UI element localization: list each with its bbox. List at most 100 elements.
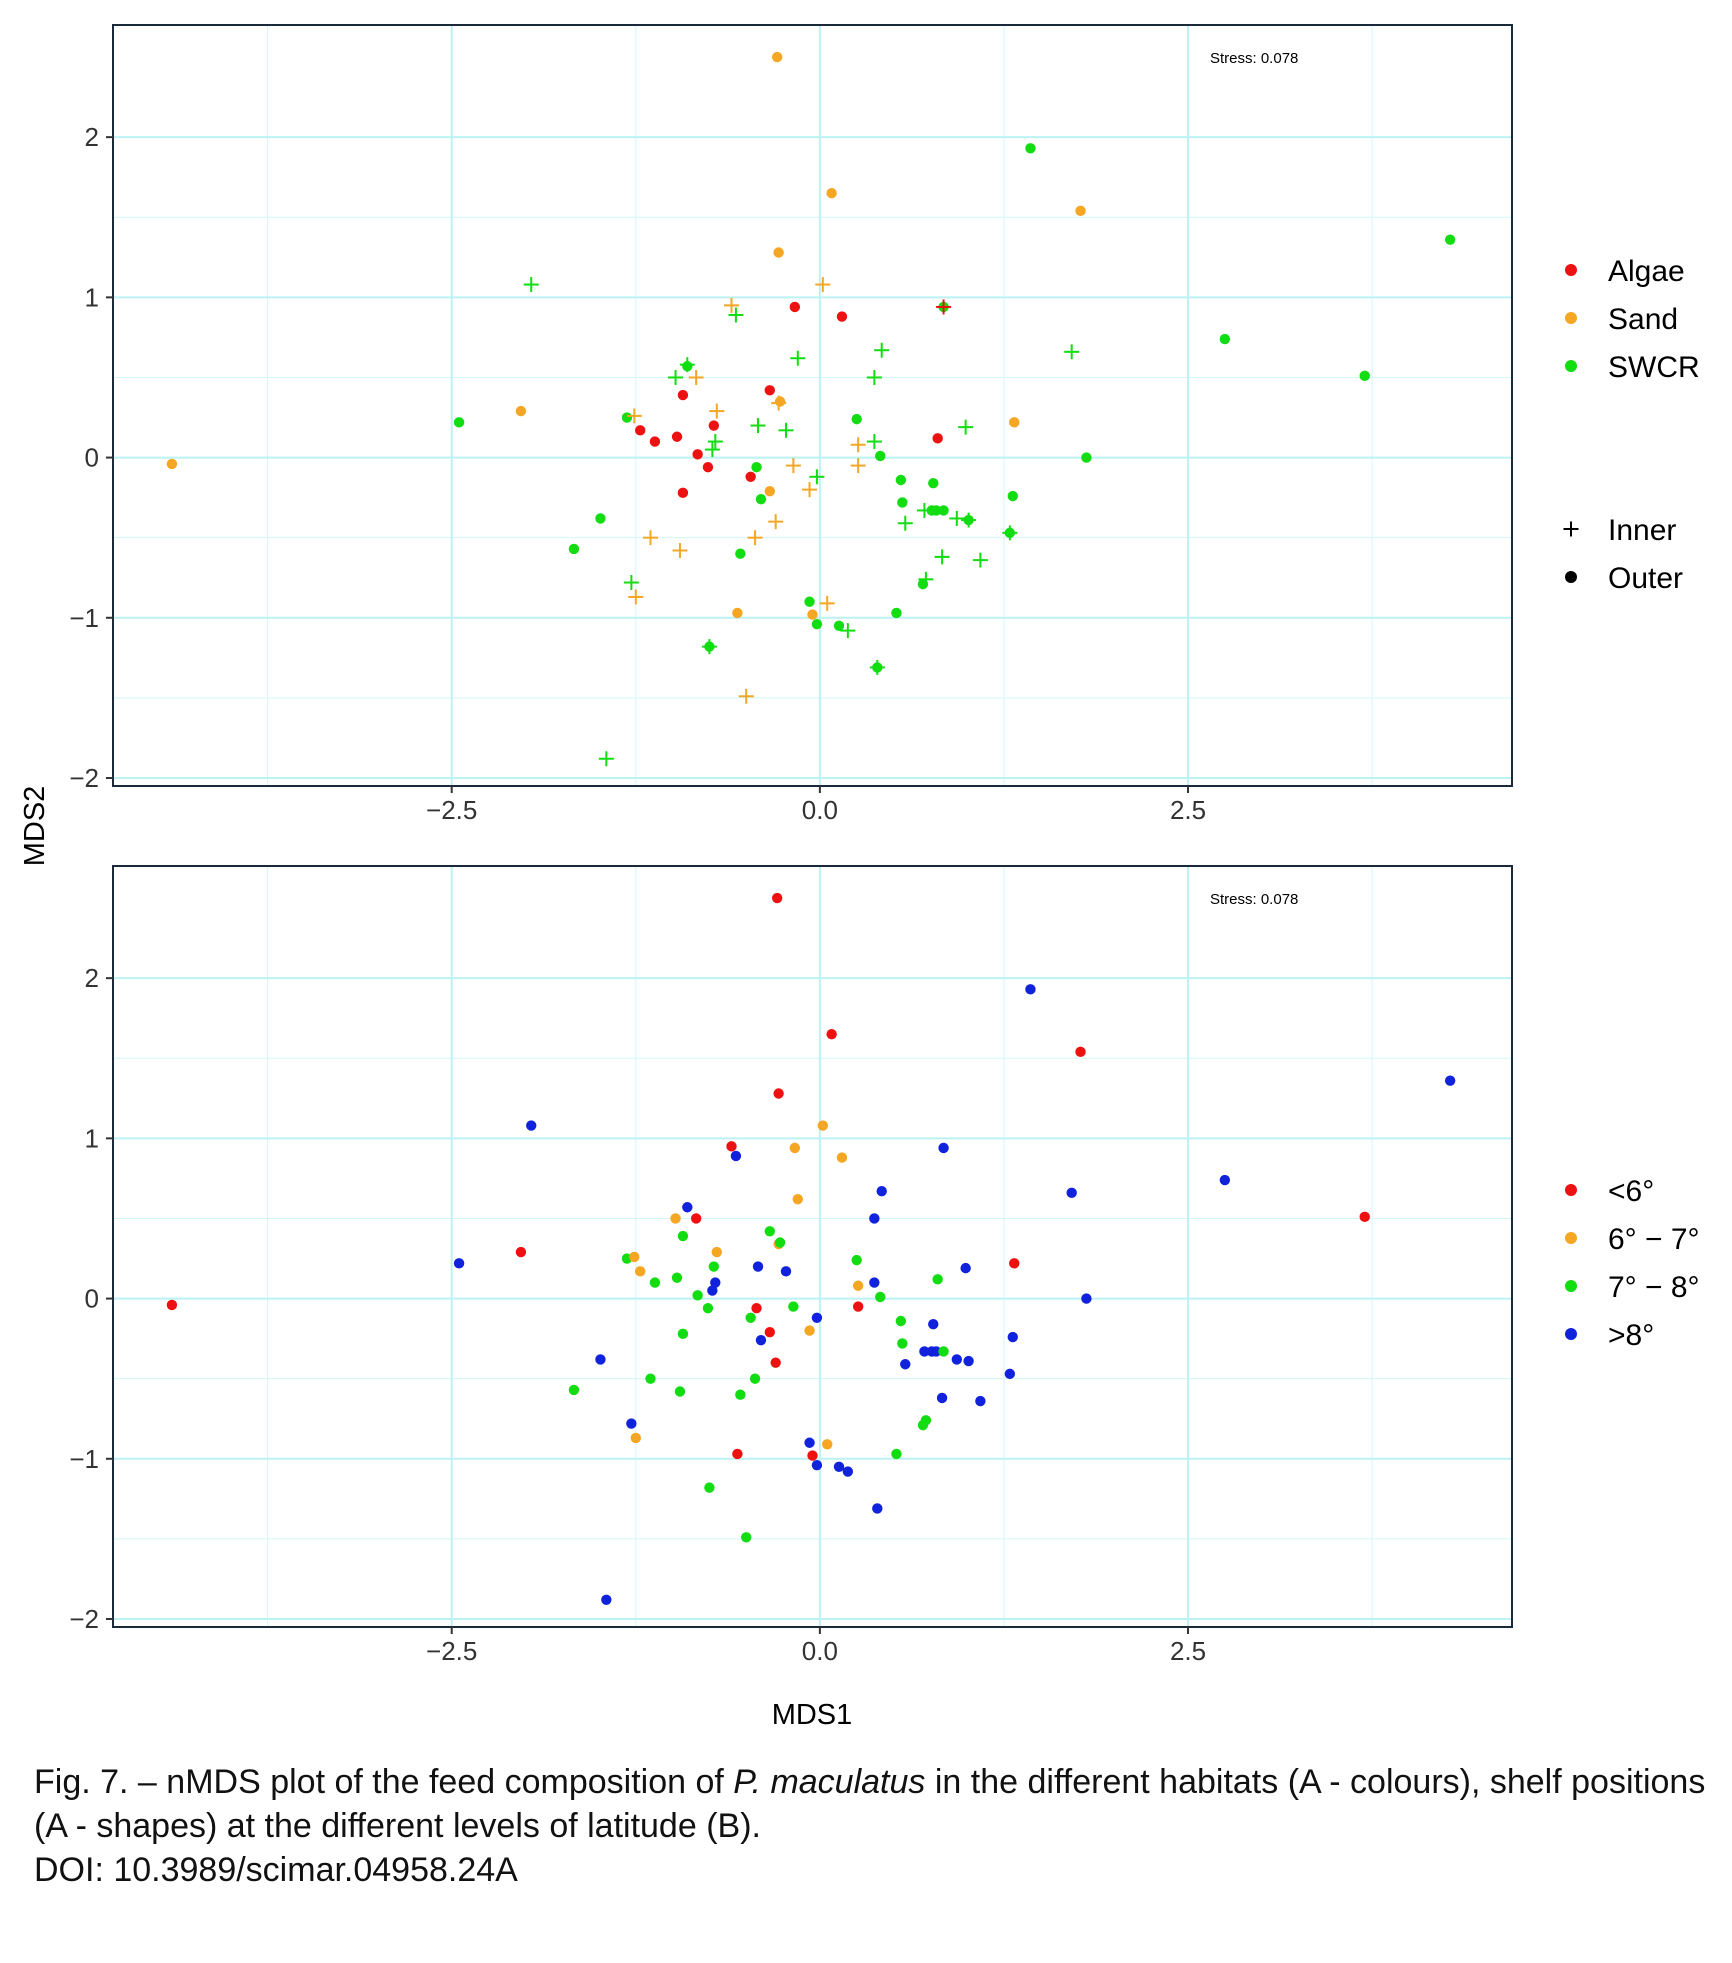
panel-b-point: [807, 1450, 818, 1461]
panel-b-point: [826, 1029, 837, 1040]
panel-a-point: [595, 513, 606, 524]
panel-b-point: [851, 1254, 862, 1266]
panel-b-point: [928, 1319, 939, 1330]
panel-a-point-cross: [688, 369, 704, 385]
panel-a-point-cross: [523, 277, 539, 293]
y-axis-title: MDS2: [19, 786, 51, 867]
panel-b-point: [708, 1261, 720, 1272]
panel-a-point: [1009, 417, 1020, 428]
panel-a-point-cross: [866, 369, 882, 385]
panel-b-point: [166, 1299, 178, 1311]
panel-b-legend-swatch: [1565, 1184, 1577, 1196]
panel-b-point: [677, 1230, 689, 1242]
panel-a-point-cross: [869, 659, 885, 675]
panel-a-point-cross: [778, 422, 794, 438]
panel-a-point-cross: [850, 458, 866, 474]
panel-a-point: [649, 436, 661, 447]
panel-a-point-cross: [668, 369, 684, 385]
panel-a-point: [671, 431, 683, 442]
panel-a-legend-label: SWCR: [1608, 351, 1700, 384]
panel-b-point: [1004, 1368, 1016, 1380]
panel-a-point: [1025, 143, 1036, 154]
panel-a-point-cross: [626, 408, 642, 424]
panel-a-point-cross: [768, 514, 784, 530]
panel-a-point-cross: [958, 419, 974, 435]
panel-b-y-tick-label: 1: [85, 1123, 99, 1153]
caption-species: P. maculatus: [733, 1763, 926, 1801]
caption-text: Fig. 7. – nMDS plot of the feed composit…: [34, 1760, 1714, 1848]
panel-a-color-legend: Algae Sand SWCR: [1565, 255, 1700, 384]
panel-b-point: [1444, 1075, 1456, 1086]
panel-a-point: [745, 471, 756, 482]
panel-b-point: [649, 1277, 661, 1288]
panel-a-legend-label: Sand: [1608, 303, 1678, 336]
panel-a-point-cross: [643, 530, 659, 546]
panel-b-point: [1359, 1211, 1370, 1223]
panel-a-point: [1444, 234, 1456, 245]
panel-b: −2.5 0.0 2.5 −2 −1 0 1 2 Stress: 0.078 <6° 6° − 7°…: [69, 865, 1700, 1666]
panel-a-legend-swatch: [1565, 312, 1577, 324]
panel-b-point: [833, 1461, 845, 1472]
panel-b-point: [629, 1251, 640, 1263]
panel-a-point-cross: [972, 552, 988, 568]
panel-a-border: [112, 24, 1513, 787]
panel-b-point: [752, 1261, 764, 1272]
panel-b-point: [932, 1274, 943, 1285]
panel-a-point: [735, 548, 746, 559]
panel-b-point: [852, 1280, 864, 1291]
panel-b-point: [526, 1120, 537, 1131]
panel-a-shape-legend-label: Outer: [1608, 562, 1683, 595]
panel-b-point: [963, 1355, 974, 1367]
x-axis-title: MDS1: [772, 1699, 853, 1731]
panel-a-point-cross: [850, 437, 866, 453]
panel-a-point-cross: [747, 530, 763, 546]
panel-a-shape-legend-label: Inner: [1608, 514, 1676, 547]
panel-a-point: [897, 497, 908, 508]
panel-a-point-cross: [949, 510, 965, 526]
panel-b-point: [730, 1150, 742, 1162]
panel-b-point: [1025, 984, 1036, 995]
panel-a-point-cross: [672, 542, 688, 558]
panel-a-point: [1081, 452, 1092, 463]
panel-b-point: [788, 1301, 799, 1312]
panel-b-point: [682, 1202, 693, 1213]
panel-a-point: [635, 425, 646, 436]
panel-a-point: [771, 51, 783, 63]
panel-a-point: [851, 413, 862, 425]
panel-b-point: [1075, 1046, 1086, 1058]
panel-a-point-cross: [790, 350, 806, 366]
panel-b-point: [931, 1346, 942, 1357]
panel-b-y-tick-label: 2: [85, 963, 99, 993]
panel-a-x-tick-label: 2.5: [1170, 795, 1206, 825]
panel-a-point-cross: [679, 357, 695, 373]
panel-b-point: [702, 1302, 714, 1314]
panel-b-point: [692, 1290, 703, 1301]
panel-a-point: [891, 607, 902, 619]
panel-b-point: [453, 1258, 465, 1269]
panel-a-point-cross: [815, 277, 831, 293]
caption-rest: in the different habitats (A - colours),…: [34, 1763, 1706, 1845]
panel-a-point-cross: [1064, 344, 1080, 360]
panel-a-point-cross: [724, 297, 740, 313]
panel-b-background: [113, 866, 1512, 1627]
panel-b-point: [764, 1226, 775, 1237]
panel-a-point: [1219, 333, 1231, 345]
panel-a-point: [732, 607, 743, 619]
panel-b-point: [872, 1503, 883, 1514]
panel-b-point: [1007, 1331, 1018, 1343]
panel-a-point-cross: [728, 307, 744, 323]
panel-b-point: [804, 1437, 815, 1448]
panel-b-point: [811, 1459, 823, 1471]
panel-a-point: [836, 311, 848, 322]
panel-b-point: [975, 1395, 986, 1407]
panel-b-y-tick-label: 0: [85, 1284, 99, 1314]
panel-b-point: [670, 1213, 681, 1224]
panel-b-legend-swatch: [1565, 1280, 1577, 1292]
panel-a-point: [833, 620, 845, 631]
panel-b-point: [900, 1359, 911, 1370]
panel-a-point: [568, 543, 580, 555]
panel-a-point: [774, 396, 786, 407]
panel-b-point: [732, 1448, 743, 1460]
panel-b-point: [677, 1328, 689, 1340]
panel-b-point: [773, 1088, 784, 1099]
